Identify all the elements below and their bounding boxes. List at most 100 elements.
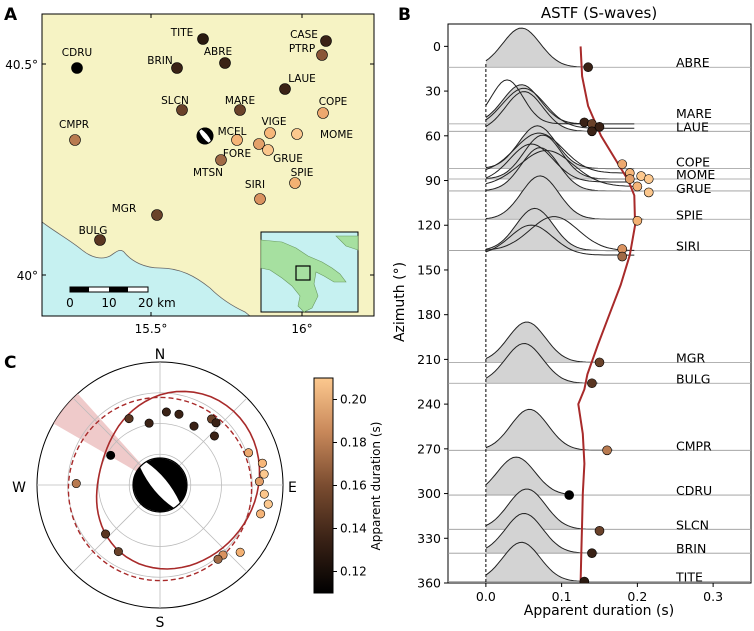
astf-waveform	[485, 541, 589, 582]
polar-label-s: S	[156, 615, 165, 631]
astf-station-label: CDRU	[676, 483, 712, 498]
astf-axes: 0 30 60 90 120 150 180 210 240 270 300 330 360 0.0 0.1…	[417, 39, 723, 604]
polar-plot-area	[36, 361, 284, 609]
map-frame	[41, 13, 375, 317]
colorbar-tick-label: 0.16	[340, 479, 367, 493]
astf-point	[587, 378, 597, 389]
astf-waveform-fill	[485, 409, 614, 451]
polar-point	[124, 414, 134, 424]
astf-waveform	[485, 342, 598, 384]
map-coastline	[42, 221, 251, 316]
scale-bar-label: 0	[66, 296, 74, 310]
scale-bar: 0 10 20 km	[66, 286, 176, 310]
astf-waveform	[485, 456, 574, 496]
colorbar-label: Apparent duration (s)	[369, 422, 383, 551]
astf-xtick-label: 0.3	[703, 589, 723, 604]
polar-point	[257, 458, 267, 468]
lat-tick-label: 40.5°	[5, 58, 38, 72]
astf-point	[579, 576, 590, 583]
colorbar-tick-label: 0.12	[340, 565, 367, 579]
polar-point	[106, 450, 116, 460]
station-marker	[151, 209, 163, 221]
polar-point	[259, 489, 269, 499]
focal-mechanism-beachball-icon	[132, 457, 188, 513]
station-label: ABRE	[204, 46, 232, 58]
focal-mechanism-icon	[196, 127, 214, 145]
station-label: BULG	[79, 225, 108, 237]
astf-ytick-label: 300	[417, 486, 441, 501]
station-label: SPIE	[291, 167, 314, 179]
station-marker	[231, 134, 243, 146]
astf-ytick-label: 60	[425, 128, 441, 143]
astf-waveform-fill	[485, 343, 598, 384]
station-marker	[171, 62, 183, 74]
astf-point	[632, 215, 643, 226]
astf-xtick-label: 0.0	[476, 589, 496, 604]
polar-point	[244, 448, 254, 458]
astf-ytick-label: 240	[417, 397, 441, 412]
astf-waveform-fill	[485, 91, 598, 132]
astf-point	[583, 62, 593, 73]
astf-point	[624, 174, 635, 184]
polar-point	[211, 418, 221, 428]
station-marker	[197, 33, 209, 45]
astf-ytick-label: 90	[425, 173, 441, 188]
astf-waveform	[485, 132, 635, 174]
station-label: CASE	[290, 29, 318, 41]
polar-point	[256, 509, 266, 519]
astf-point	[643, 187, 654, 198]
astf-station-label: BRIN	[676, 541, 706, 556]
scale-bar-label: 20 km	[138, 296, 176, 310]
astf-ytick-label: 210	[417, 352, 441, 367]
colorbar-ticks: 0.20 0.18 0.16 0.14 0.12	[333, 393, 367, 579]
astf-xtick-label: 0.1	[552, 589, 572, 604]
polar-point	[254, 477, 264, 487]
astf-point	[632, 181, 643, 192]
astf-point	[594, 526, 605, 536]
station-marker	[71, 62, 83, 74]
astf-waveform	[485, 512, 598, 554]
astf-ytick-label: 360	[417, 576, 441, 591]
inset-map	[260, 231, 359, 313]
astf-point	[594, 122, 605, 132]
astf-point	[617, 251, 628, 262]
scale-bar-label: 10	[101, 296, 116, 310]
astf-waveform	[485, 143, 635, 183]
astf-point	[643, 174, 654, 184]
astf-waveform-fill	[485, 513, 598, 554]
station-label: MARE	[225, 95, 255, 107]
astf-title: ASTF (S-waves)	[541, 4, 657, 22]
lon-tick-label: 15.5°	[135, 322, 168, 336]
station-label: MTSN	[193, 167, 223, 179]
colorbar-gradient	[313, 377, 334, 594]
astf-station-label: COPE	[676, 155, 710, 170]
astf-station-label: SIRI	[676, 239, 700, 254]
polar-point	[161, 407, 171, 417]
inset-study-area-box	[295, 265, 311, 281]
astf-waveform	[485, 27, 589, 68]
polar-point	[213, 554, 223, 564]
station-label: BRIN	[147, 55, 172, 67]
astf-ylabel: Azimuth (°)	[392, 262, 408, 342]
station-label: GRUE	[273, 153, 303, 165]
lon-tick-label: 16°	[291, 322, 312, 336]
lat-tick-label: 40°	[17, 269, 38, 283]
astf-point	[602, 445, 612, 456]
station-label: VIGE	[261, 116, 286, 128]
astf-waveform	[485, 84, 589, 125]
polar-label-w: W	[12, 480, 26, 496]
astf-xlabel: Apparent duration (s)	[524, 603, 674, 619]
astf-xtick-label: 0.2	[627, 589, 647, 604]
map-panel: 40.5° 40° 15.5° 16° 0 10 20 km CDRU TITE C…	[5, 13, 375, 336]
polar-point	[174, 409, 184, 419]
station-label: CDRU	[62, 47, 92, 59]
astf-waveform	[485, 224, 635, 256]
station-label: COPE	[319, 96, 348, 108]
station-marker	[254, 193, 266, 205]
polar-fit-curve	[95, 390, 261, 570]
station-label: TITE	[170, 27, 194, 39]
astf-waveform-fill	[485, 175, 644, 220]
station-marker	[264, 127, 276, 139]
station-marker	[262, 144, 274, 156]
